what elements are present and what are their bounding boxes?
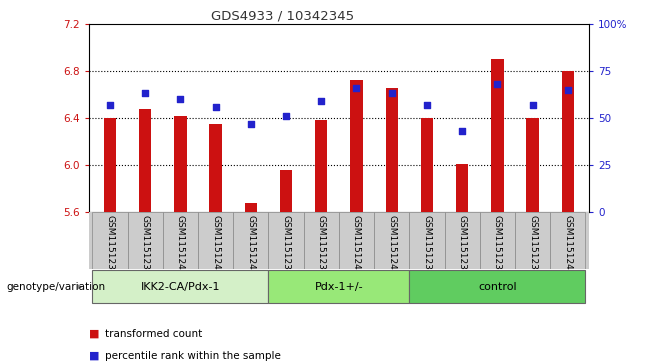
Point [563, 87, 573, 93]
Text: ■: ■ [89, 329, 99, 339]
Bar [268, 212, 303, 269]
Point [422, 102, 432, 108]
Point [105, 102, 115, 108]
Text: GDS4933 / 10342345: GDS4933 / 10342345 [211, 9, 354, 22]
Bar [420, 118, 433, 212]
Text: GSM1151240: GSM1151240 [176, 215, 185, 275]
Bar [480, 212, 515, 269]
Text: GSM1151236: GSM1151236 [493, 215, 502, 275]
Bar [374, 212, 409, 269]
Bar [89, 212, 589, 269]
Bar [515, 212, 550, 269]
Point [351, 85, 362, 91]
Bar [315, 120, 328, 212]
Point [457, 128, 467, 134]
Bar [209, 124, 222, 212]
Text: GSM1151234: GSM1151234 [282, 215, 291, 275]
Text: GSM1151244: GSM1151244 [211, 215, 220, 275]
Bar [526, 118, 539, 212]
Bar [350, 80, 363, 212]
Point [527, 102, 538, 108]
Bar [268, 270, 409, 303]
Text: GSM1151245: GSM1151245 [246, 215, 255, 275]
Bar [233, 212, 268, 269]
Bar [198, 212, 233, 269]
Text: GSM1151241: GSM1151241 [352, 215, 361, 275]
Bar [456, 164, 468, 212]
Bar [128, 212, 163, 269]
Point [175, 96, 186, 102]
Text: GSM1151233: GSM1151233 [105, 215, 114, 275]
Text: Pdx-1+/-: Pdx-1+/- [315, 282, 363, 292]
Point [386, 90, 397, 96]
Text: GSM1151238: GSM1151238 [141, 215, 149, 275]
Text: IKK2-CA/Pdx-1: IKK2-CA/Pdx-1 [141, 282, 220, 292]
Bar [445, 212, 480, 269]
Bar [139, 109, 151, 212]
Bar [280, 170, 292, 212]
Text: GSM1151242: GSM1151242 [387, 215, 396, 275]
Text: GSM1151237: GSM1151237 [316, 215, 326, 275]
Text: GSM1151239: GSM1151239 [528, 215, 537, 275]
Text: GSM1151235: GSM1151235 [457, 215, 467, 275]
Bar [339, 212, 374, 269]
Bar [245, 203, 257, 212]
Text: control: control [478, 282, 517, 292]
Point [316, 98, 326, 104]
Text: transformed count: transformed count [105, 329, 203, 339]
Text: GSM1151232: GSM1151232 [422, 215, 432, 275]
Point [140, 90, 151, 96]
Text: ■: ■ [89, 351, 99, 361]
Point [281, 113, 291, 119]
Point [492, 81, 503, 87]
Bar [550, 212, 586, 269]
Text: genotype/variation: genotype/variation [7, 282, 106, 292]
Bar [409, 212, 445, 269]
Point [211, 104, 221, 110]
Bar [92, 212, 128, 269]
Bar [174, 115, 187, 212]
Bar [303, 212, 339, 269]
Bar [409, 270, 586, 303]
Text: percentile rank within the sample: percentile rank within the sample [105, 351, 281, 361]
Bar [562, 71, 574, 212]
Bar [92, 270, 268, 303]
Text: GSM1151243: GSM1151243 [563, 215, 572, 275]
Bar [163, 212, 198, 269]
Bar [386, 89, 398, 212]
Bar [491, 59, 503, 212]
Bar [104, 118, 116, 212]
Point [245, 121, 256, 127]
